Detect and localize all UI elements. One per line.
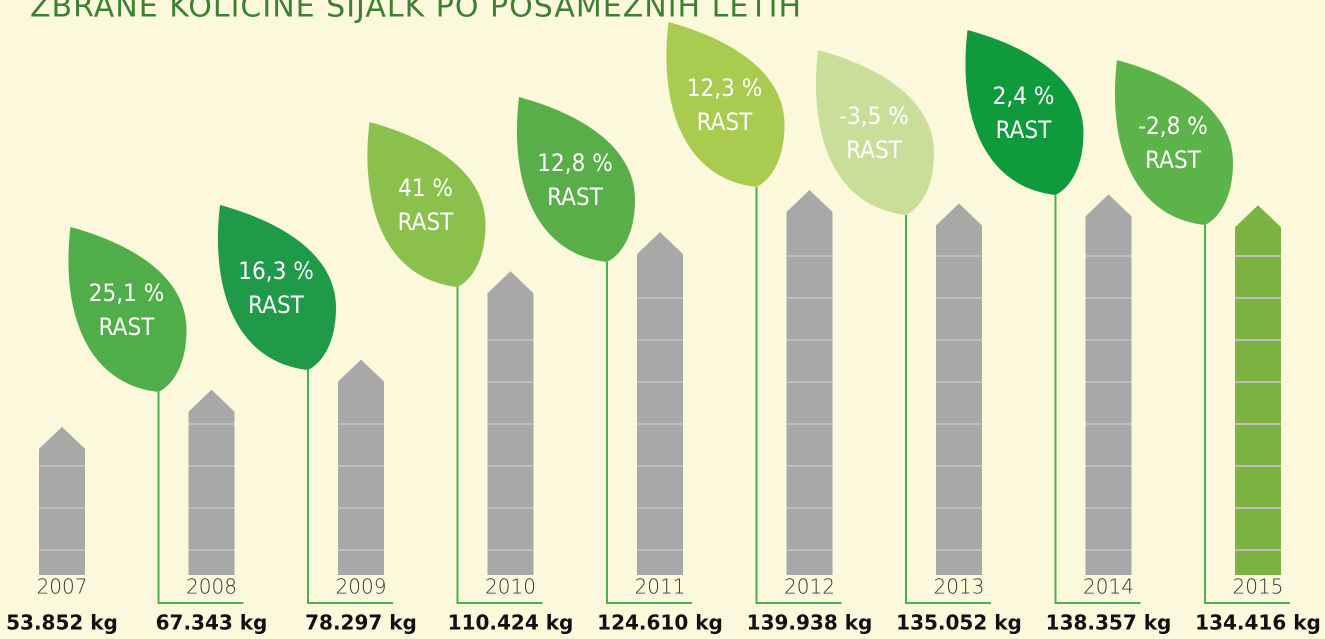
leaf-shape [68, 227, 187, 392]
bar [1235, 205, 1281, 575]
growth-label: -3,5 % [839, 102, 909, 130]
x-tick-label: 2007 [37, 575, 88, 599]
growth-label: 41 % [398, 174, 453, 202]
growth-label: 12,3 % [687, 74, 762, 102]
growth-word: RAST [248, 291, 305, 319]
leaf-stem [1054, 195, 1141, 604]
value-label: 134.416 kg [1195, 611, 1321, 635]
x-tick-label: 2015 [1233, 575, 1284, 599]
leaf-stem [307, 370, 393, 604]
leaf: 12,3 % RAST [666, 22, 785, 187]
growth-label: 16,3 % [238, 257, 313, 285]
leaf: 25,1 % RAST [68, 227, 187, 392]
leaf-shape [815, 50, 934, 215]
x-tick-label: 2010 [485, 575, 536, 599]
leaf: -2,8 % RAST [1114, 60, 1233, 225]
value-label: 138.357 kg [1046, 611, 1172, 635]
bar [1085, 194, 1132, 575]
leaf: -3,5 % RAST [815, 50, 934, 215]
growth-word: RAST [547, 183, 604, 211]
leaf: 41 % RAST [367, 122, 486, 287]
growth-word: RAST [996, 116, 1053, 144]
growth-label: 2,4 % [993, 82, 1055, 110]
value-label: 139.938 kg [747, 611, 873, 635]
leaf: 12,8 % RAST [516, 97, 635, 262]
leaf-shape [965, 30, 1084, 195]
growth-label: 25,1 % [89, 279, 164, 307]
bar [39, 426, 85, 575]
value-label: 67.343 kg [156, 611, 268, 635]
leaf-shape [666, 22, 785, 187]
leaf-stem [157, 392, 244, 604]
chart-title: ZBRANE KOLIČINE SIJALK PO POSAMEZNIH LET… [30, 0, 802, 25]
x-tick-label: 2014 [1083, 575, 1134, 599]
x-tick-label: 2012 [784, 575, 835, 599]
leaf-stem [606, 262, 692, 604]
value-label: 53.852 kg [6, 611, 118, 635]
growth-word: RAST [99, 313, 156, 341]
growth-label: -2,8 % [1138, 112, 1208, 140]
bar [637, 232, 683, 576]
value-label: 78.297 kg [305, 611, 417, 635]
leaf-stem [755, 187, 842, 604]
leaf: 16,3 % RAST [217, 205, 336, 370]
leaf-shape [367, 122, 486, 287]
leaf-shape [1114, 60, 1233, 225]
leaf-shape [217, 205, 336, 370]
x-tick-label: 2013 [934, 575, 985, 599]
growth-word: RAST [398, 208, 455, 236]
leaf: 2,4 % RAST [965, 30, 1084, 195]
growth-label: 12,8 % [537, 149, 612, 177]
bar [188, 389, 235, 575]
growth-word: RAST [1145, 146, 1202, 174]
x-tick-label: 2009 [336, 575, 387, 599]
value-label: 135.052 kg [896, 611, 1022, 635]
x-tick-label: 2008 [186, 575, 237, 599]
leaf-shape [516, 97, 635, 262]
growth-word: RAST [697, 108, 754, 136]
x-tick-label: 2011 [635, 575, 686, 599]
value-label: 124.610 kg [597, 611, 723, 635]
value-label: 110.424 kg [448, 611, 574, 635]
growth-word: RAST [846, 136, 903, 164]
bar [338, 359, 384, 575]
bar [936, 203, 982, 576]
leaf-stem [905, 215, 991, 604]
leaf-stem [1204, 225, 1290, 604]
leaf-stem [456, 287, 543, 604]
